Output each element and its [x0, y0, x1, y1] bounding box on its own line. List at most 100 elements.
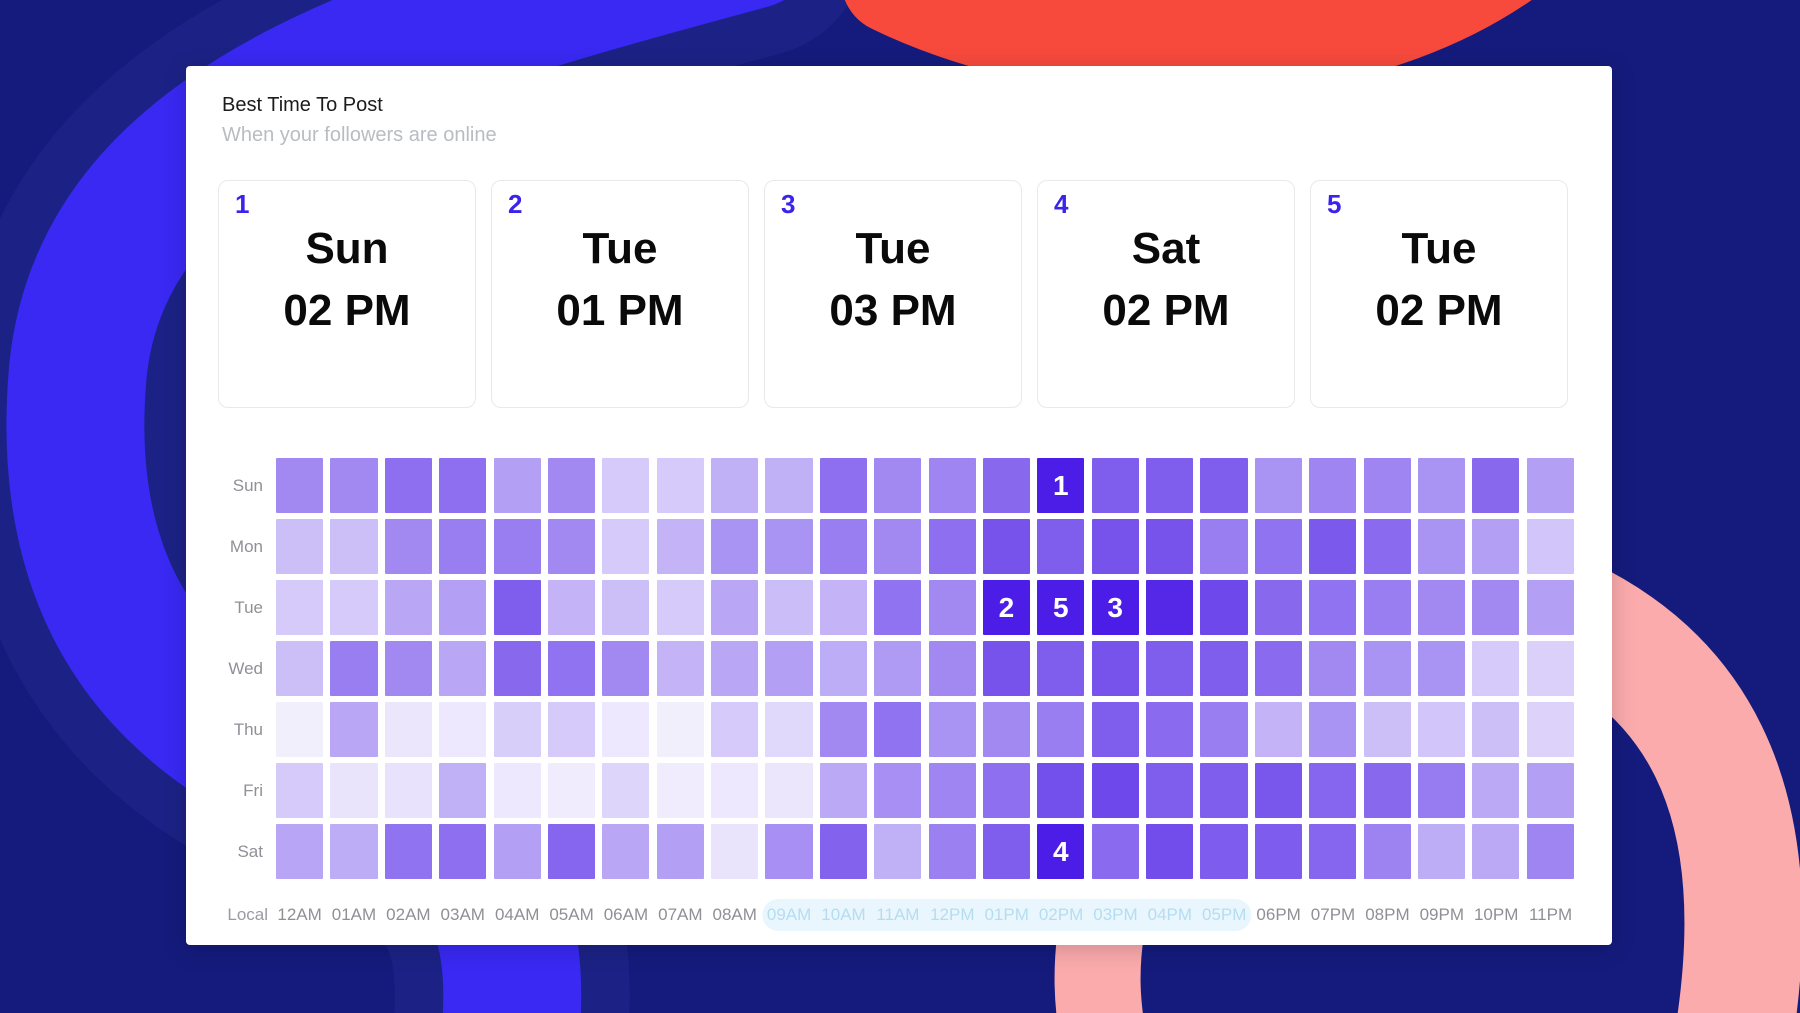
heatmap-cell — [1309, 641, 1357, 696]
heatmap-cell — [1472, 519, 1520, 574]
heatmap-cell — [1200, 763, 1248, 818]
heatmap-cell — [384, 763, 432, 818]
heatmap-rank-mark: 1 — [1053, 469, 1069, 501]
card-day: Tue — [855, 224, 931, 273]
heatmap-cell — [602, 702, 650, 757]
heatmap-rank-mark: 3 — [1107, 591, 1123, 623]
heatmap-cell — [1091, 458, 1139, 513]
heatmap-cell — [874, 824, 922, 879]
hour-label: 10AM — [816, 899, 871, 931]
heatmap-cell — [1254, 458, 1302, 513]
hour-label: 03AM — [440, 905, 485, 924]
heatmap-cell — [928, 458, 976, 513]
heatmap-cell — [1254, 763, 1302, 818]
heatmap-cell — [1526, 824, 1574, 879]
hour-label: 11PM — [1528, 905, 1573, 924]
heatmap-cell — [602, 824, 650, 879]
heatmap-cell — [819, 702, 867, 757]
heatmap-cell — [276, 763, 324, 818]
heatmap-cell — [1037, 702, 1085, 757]
heatmap-cell — [439, 702, 487, 757]
card-time: 02 PM — [283, 286, 411, 335]
heatmap-cell — [1309, 519, 1357, 574]
heatmap-cell — [819, 763, 867, 818]
heatmap-cell — [493, 763, 541, 818]
heatmap-cell — [1472, 702, 1520, 757]
heatmap-cell — [874, 641, 922, 696]
heatmap-cell — [493, 458, 541, 513]
heatmap-cell — [1146, 580, 1194, 635]
heatmap-cell — [1309, 763, 1357, 818]
heatmap-cell — [711, 458, 759, 513]
heatmap-cell — [1363, 580, 1411, 635]
heatmap-cell — [765, 641, 813, 696]
day-label: Mon — [229, 537, 263, 556]
heatmap-cell — [819, 641, 867, 696]
heatmap-cell — [384, 458, 432, 513]
hour-label: 04AM — [494, 905, 540, 924]
heatmap-cell — [1037, 763, 1085, 818]
heatmap-cell — [1200, 702, 1248, 757]
heatmap-cell — [765, 702, 813, 757]
heatmap-row-mon: Mon — [220, 519, 1612, 574]
hour-label: 02PM — [1033, 899, 1089, 931]
heatmap-cell — [765, 763, 813, 818]
heatmap-cell — [982, 641, 1031, 696]
hour-label: 06PM — [1256, 905, 1301, 924]
heatmap-cell — [1200, 458, 1248, 513]
heatmap-cell — [656, 580, 704, 635]
page-subtitle: When your followers are online — [222, 124, 497, 146]
heatmap-cell — [330, 702, 378, 757]
heatmap-cell — [1472, 580, 1520, 635]
hour-label: 05AM — [549, 905, 594, 924]
day-label: Fri — [243, 781, 263, 800]
heatmap-cell — [982, 824, 1031, 879]
heatmap-cell — [439, 763, 487, 818]
card-rank: 1 — [235, 189, 250, 219]
hour-axis-labels: 12AM 01AM 02AM 03AM 04AM 05AM 06AM 07AM 08AM 09AM… — [272, 899, 1577, 931]
best-time-card-1: 1 Sun 02 PM — [218, 180, 476, 408]
heatmap-cell — [330, 519, 378, 574]
heatmap-cell — [874, 763, 922, 818]
heatmap-cell — [982, 458, 1031, 513]
hour-axis: Local 12AM 01AM 02AM 03AM 04AM 05AM 06AM 07AM 08… — [220, 899, 1612, 931]
heatmap-cell — [547, 763, 596, 818]
heatmap-row-tue: Tue 2 5 3 — [220, 580, 1612, 635]
heatmap-cell — [928, 702, 976, 757]
hour-label: 08AM — [712, 905, 757, 924]
best-time-card-4: 4 Sat 02 PM — [1037, 180, 1295, 408]
day-label: Sun — [232, 476, 263, 495]
heatmap-cell — [1309, 702, 1357, 757]
page-title: Best Time To Post — [222, 94, 383, 116]
heatmap-cell — [1309, 580, 1357, 635]
heatmap-cell — [928, 519, 976, 574]
hour-label: 10PM — [1473, 905, 1519, 924]
heatmap-cell — [1363, 458, 1411, 513]
heatmap-rank-mark: 4 — [1053, 835, 1069, 867]
card-rank: 3 — [781, 189, 796, 219]
best-time-to-post-panel: Best Time To Post When your followers ar… — [186, 66, 1612, 945]
heatmap-cell — [656, 824, 704, 879]
best-time-card-5: 5 Tue 02 PM — [1310, 180, 1568, 408]
heatmap-cell: 3 — [1091, 580, 1139, 635]
heatmap-cell — [656, 702, 704, 757]
heatmap-cell — [547, 824, 596, 879]
heatmap-cell — [1417, 702, 1466, 757]
heatmap-cell — [1472, 763, 1520, 818]
heatmap-cell — [1091, 641, 1139, 696]
hour-label: 09PM — [1419, 905, 1465, 924]
heatmap-cell — [439, 519, 487, 574]
heatmap-cell — [1146, 458, 1194, 513]
heatmap-cell — [1091, 519, 1139, 574]
best-times-cards: 1 Sun 02 PM 2 Tue 01 PM 3 Tue 03 PM 4 Sa… — [218, 180, 1612, 408]
heatmap-cell — [1254, 824, 1302, 879]
heatmap-cell — [765, 580, 813, 635]
hour-axis-corner-label: Local — [227, 905, 268, 924]
heatmap-cell — [384, 580, 432, 635]
red-stroke — [845, 0, 1532, 97]
heatmap-cell: 5 — [1037, 580, 1085, 635]
heatmap-cell — [928, 824, 976, 879]
heatmap-cell — [928, 641, 976, 696]
heatmap-cell — [1200, 580, 1248, 635]
heatmap-cell — [1363, 763, 1411, 818]
